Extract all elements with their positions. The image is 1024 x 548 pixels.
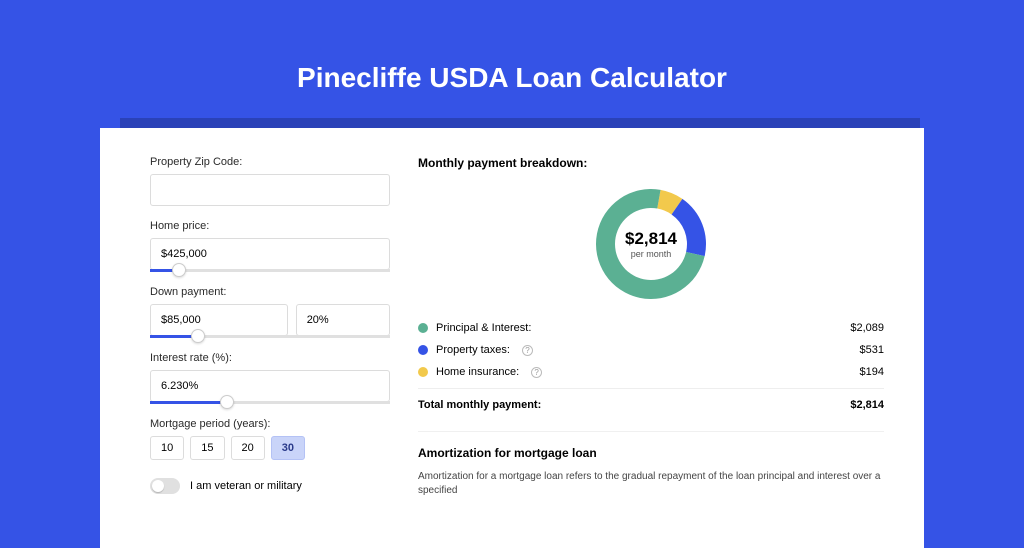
period-option-15[interactable]: 15 — [190, 436, 224, 460]
info-icon[interactable]: ? — [522, 345, 533, 356]
interest-field: Interest rate (%): — [150, 352, 390, 404]
legend-label: Home insurance: — [436, 366, 519, 378]
donut-value: $2,814 — [625, 229, 677, 249]
period-field: Mortgage period (years): 1015 2030 — [150, 418, 390, 460]
home-price-slider[interactable] — [150, 269, 390, 272]
legend-row: Property taxes:? $531 — [418, 344, 884, 356]
legend-dot — [418, 323, 428, 333]
down-payment-percent-input[interactable] — [296, 304, 390, 336]
total-row: Total monthly payment: $2,814 — [418, 388, 884, 411]
amortization-title: Amortization for mortgage loan — [418, 431, 884, 460]
legend-dot — [418, 367, 428, 377]
home-price-slider-thumb[interactable] — [172, 263, 186, 277]
period-option-10[interactable]: 10 — [150, 436, 184, 460]
home-price-input[interactable] — [150, 238, 390, 270]
home-price-field: Home price: — [150, 220, 390, 272]
breakdown-title: Monthly payment breakdown: — [418, 156, 884, 170]
calculator-card: Property Zip Code: Home price: Down paym… — [100, 128, 924, 548]
total-label: Total monthly payment: — [418, 399, 541, 411]
veteran-field: I am veteran or military — [150, 478, 390, 494]
breakdown-column: Monthly payment breakdown: $2,814 per mo… — [418, 156, 884, 548]
period-label: Mortgage period (years): — [150, 418, 390, 430]
down-payment-label: Down payment: — [150, 286, 390, 298]
veteran-label: I am veteran or military — [190, 480, 302, 492]
legend-label: Property taxes: — [436, 344, 510, 356]
down-payment-field: Down payment: — [150, 286, 390, 338]
inputs-column: Property Zip Code: Home price: Down paym… — [150, 156, 390, 548]
interest-label: Interest rate (%): — [150, 352, 390, 364]
amortization-text: Amortization for a mortgage loan refers … — [418, 470, 884, 498]
legend-label: Principal & Interest: — [436, 322, 531, 334]
interest-input[interactable] — [150, 370, 390, 402]
total-value: $2,814 — [850, 399, 884, 411]
legend-row: Home insurance:? $194 — [418, 366, 884, 378]
legend-dot — [418, 345, 428, 355]
period-option-20[interactable]: 20 — [231, 436, 265, 460]
toggle-knob — [152, 480, 164, 492]
donut-center: $2,814 per month — [591, 184, 711, 304]
donut-chart-wrap: $2,814 per month — [418, 184, 884, 304]
down-payment-amount-input[interactable] — [150, 304, 288, 336]
zip-label: Property Zip Code: — [150, 156, 390, 168]
legend: Principal & Interest: $2,089 Property taxe… — [418, 322, 884, 378]
legend-value: $194 — [860, 366, 884, 378]
home-price-label: Home price: — [150, 220, 390, 232]
legend-value: $531 — [860, 344, 884, 356]
interest-slider[interactable] — [150, 401, 390, 404]
veteran-toggle[interactable] — [150, 478, 180, 494]
down-payment-slider[interactable] — [150, 335, 390, 338]
interest-slider-thumb[interactable] — [220, 395, 234, 409]
zip-field: Property Zip Code: — [150, 156, 390, 206]
info-icon[interactable]: ? — [531, 367, 542, 378]
zip-input[interactable] — [150, 174, 390, 206]
legend-value: $2,089 — [850, 322, 884, 334]
down-payment-slider-thumb[interactable] — [191, 329, 205, 343]
donut-sub: per month — [631, 249, 672, 259]
donut-chart: $2,814 per month — [591, 184, 711, 304]
legend-row: Principal & Interest: $2,089 — [418, 322, 884, 334]
period-option-30[interactable]: 30 — [271, 436, 305, 460]
page-title: Pinecliffe USDA Loan Calculator — [0, 0, 1024, 94]
